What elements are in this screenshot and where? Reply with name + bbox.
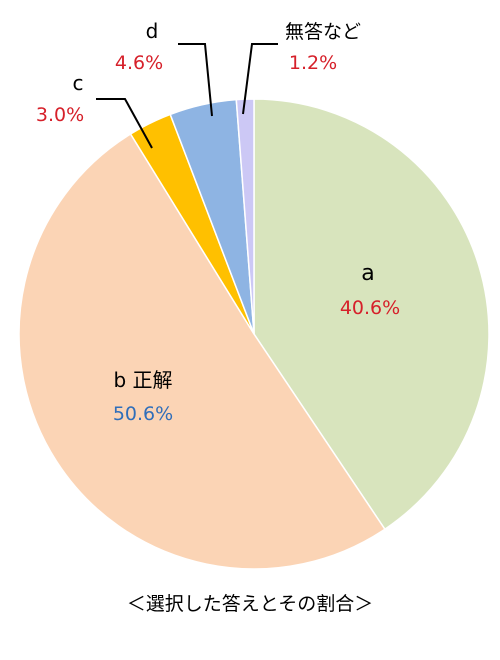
leader-line-none [242, 43, 278, 115]
slice-value-label-b: 50.6% [113, 403, 173, 425]
leader-line-c [96, 98, 153, 149]
leader-lines [96, 43, 278, 149]
leader-line-d [178, 43, 213, 117]
slice-value-label-none: 1.2% [289, 52, 337, 74]
pie-slices [18, 98, 490, 570]
pie-slice-b [18, 132, 386, 570]
slice-value-label-a: 40.6% [340, 297, 400, 319]
slice-value-label-d: 4.6% [115, 52, 163, 74]
slice-name-label-a: a [361, 261, 374, 286]
slice-name-label-none: 無答など [285, 21, 361, 43]
pie-slice-a [253, 98, 490, 531]
chart-caption: ＜選択した答えとその割合＞ [127, 593, 373, 615]
slice-name-label-d: d [146, 19, 159, 43]
slice-name-label-b: b 正解 [113, 368, 172, 392]
slice-name-label-c: c [73, 71, 84, 95]
slice-value-label-c: 3.0% [36, 104, 84, 126]
